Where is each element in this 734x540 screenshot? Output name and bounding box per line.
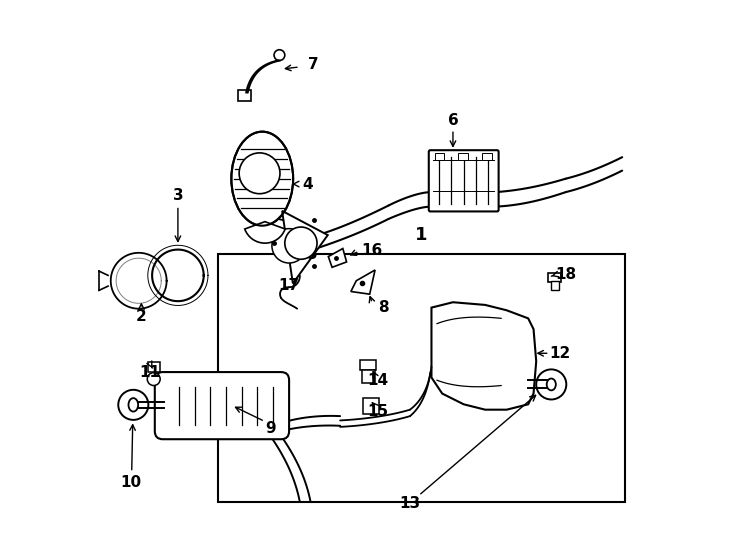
Text: 18: 18 bbox=[555, 267, 576, 282]
Bar bbox=[360, 360, 376, 370]
Text: 2: 2 bbox=[136, 309, 147, 324]
Text: 1: 1 bbox=[415, 226, 427, 244]
Bar bbox=[458, 153, 468, 160]
Bar bbox=[435, 153, 444, 160]
Bar bbox=[482, 153, 492, 160]
Text: 10: 10 bbox=[120, 475, 141, 490]
Circle shape bbox=[272, 228, 306, 263]
Circle shape bbox=[285, 227, 317, 259]
Text: 4: 4 bbox=[302, 177, 313, 192]
Circle shape bbox=[148, 373, 160, 386]
Circle shape bbox=[239, 153, 280, 194]
Text: 12: 12 bbox=[550, 346, 571, 361]
Polygon shape bbox=[328, 248, 346, 267]
Circle shape bbox=[274, 50, 285, 60]
Text: 6: 6 bbox=[448, 113, 458, 128]
Polygon shape bbox=[432, 302, 537, 410]
Ellipse shape bbox=[547, 379, 556, 390]
FancyBboxPatch shape bbox=[155, 372, 289, 439]
FancyBboxPatch shape bbox=[429, 150, 498, 212]
Polygon shape bbox=[282, 211, 328, 284]
Text: 11: 11 bbox=[139, 364, 160, 380]
Bar bbox=[238, 90, 252, 101]
Text: 7: 7 bbox=[308, 57, 319, 72]
Polygon shape bbox=[265, 217, 308, 259]
Bar bbox=[218, 254, 625, 502]
Text: 14: 14 bbox=[367, 373, 388, 388]
Text: 17: 17 bbox=[278, 278, 299, 293]
Wedge shape bbox=[244, 221, 285, 243]
Ellipse shape bbox=[231, 132, 293, 226]
Text: 9: 9 bbox=[265, 421, 275, 436]
Text: 3: 3 bbox=[172, 188, 184, 204]
Ellipse shape bbox=[128, 398, 138, 411]
Bar bbox=[148, 362, 160, 372]
Text: 8: 8 bbox=[378, 300, 388, 315]
Text: 5: 5 bbox=[307, 247, 318, 262]
Bar bbox=[362, 370, 375, 383]
Bar bbox=[548, 273, 562, 282]
Bar bbox=[551, 281, 559, 290]
Bar bbox=[363, 398, 379, 414]
Polygon shape bbox=[351, 270, 375, 294]
Text: 15: 15 bbox=[367, 404, 388, 419]
Text: 16: 16 bbox=[362, 242, 383, 258]
Text: 13: 13 bbox=[399, 496, 421, 511]
